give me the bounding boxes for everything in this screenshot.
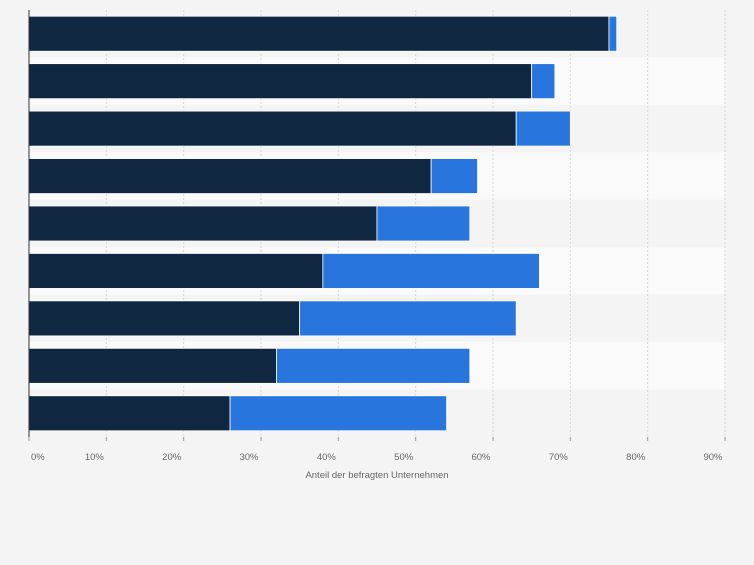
x-tick-label-30: 30%: [239, 452, 259, 463]
x-tick-label-0: 0%: [31, 452, 45, 463]
bar-row-4-segment-2[interactable]: [430, 158, 478, 194]
bar-row-4-segment-1[interactable]: [28, 158, 432, 194]
bar-row-2-segment-1[interactable]: [28, 63, 533, 100]
bar-row-7-segment-2[interactable]: [299, 300, 517, 337]
bar-row-5-segment-2[interactable]: [376, 205, 471, 242]
x-tick-label-50: 50%: [394, 452, 414, 463]
bar-row-9-segment-2[interactable]: [229, 395, 448, 432]
x-tick-label-60: 60%: [471, 452, 491, 463]
x-axis: 0% 10% 20% 30% 40% 50% 60% 70% 80% 90%: [28, 10, 726, 463]
bar-row-1-segment-2[interactable]: [608, 15, 618, 52]
bar-row-6-segment-2[interactable]: [322, 253, 540, 289]
bar-row-2-segment-2[interactable]: [531, 63, 556, 100]
x-tick-label-80: 80%: [626, 452, 646, 463]
bar-row-7-segment-1[interactable]: [28, 300, 301, 337]
bar-row-8-segment-1[interactable]: [28, 347, 277, 384]
bar-row-5-segment-1[interactable]: [28, 205, 378, 242]
bar-row-3-segment-2[interactable]: [515, 110, 571, 147]
x-tick-label-70: 70%: [549, 452, 569, 463]
x-tick-label-20: 20%: [162, 452, 182, 463]
bar-row-6-segment-1[interactable]: [28, 253, 324, 289]
x-axis-title: Anteil der befragten Unternehmen: [305, 470, 448, 481]
bar-row-8-segment-2[interactable]: [276, 347, 471, 384]
x-tick-label-10: 10%: [85, 452, 105, 463]
bars: [28, 15, 618, 432]
x-tick-label-40: 40%: [317, 452, 337, 463]
x-tick-label-90: 90%: [703, 452, 723, 463]
bar-row-1-segment-1[interactable]: [28, 15, 610, 52]
bar-row-9-segment-1[interactable]: [28, 395, 231, 432]
bar-row-3-segment-1[interactable]: [28, 110, 517, 147]
